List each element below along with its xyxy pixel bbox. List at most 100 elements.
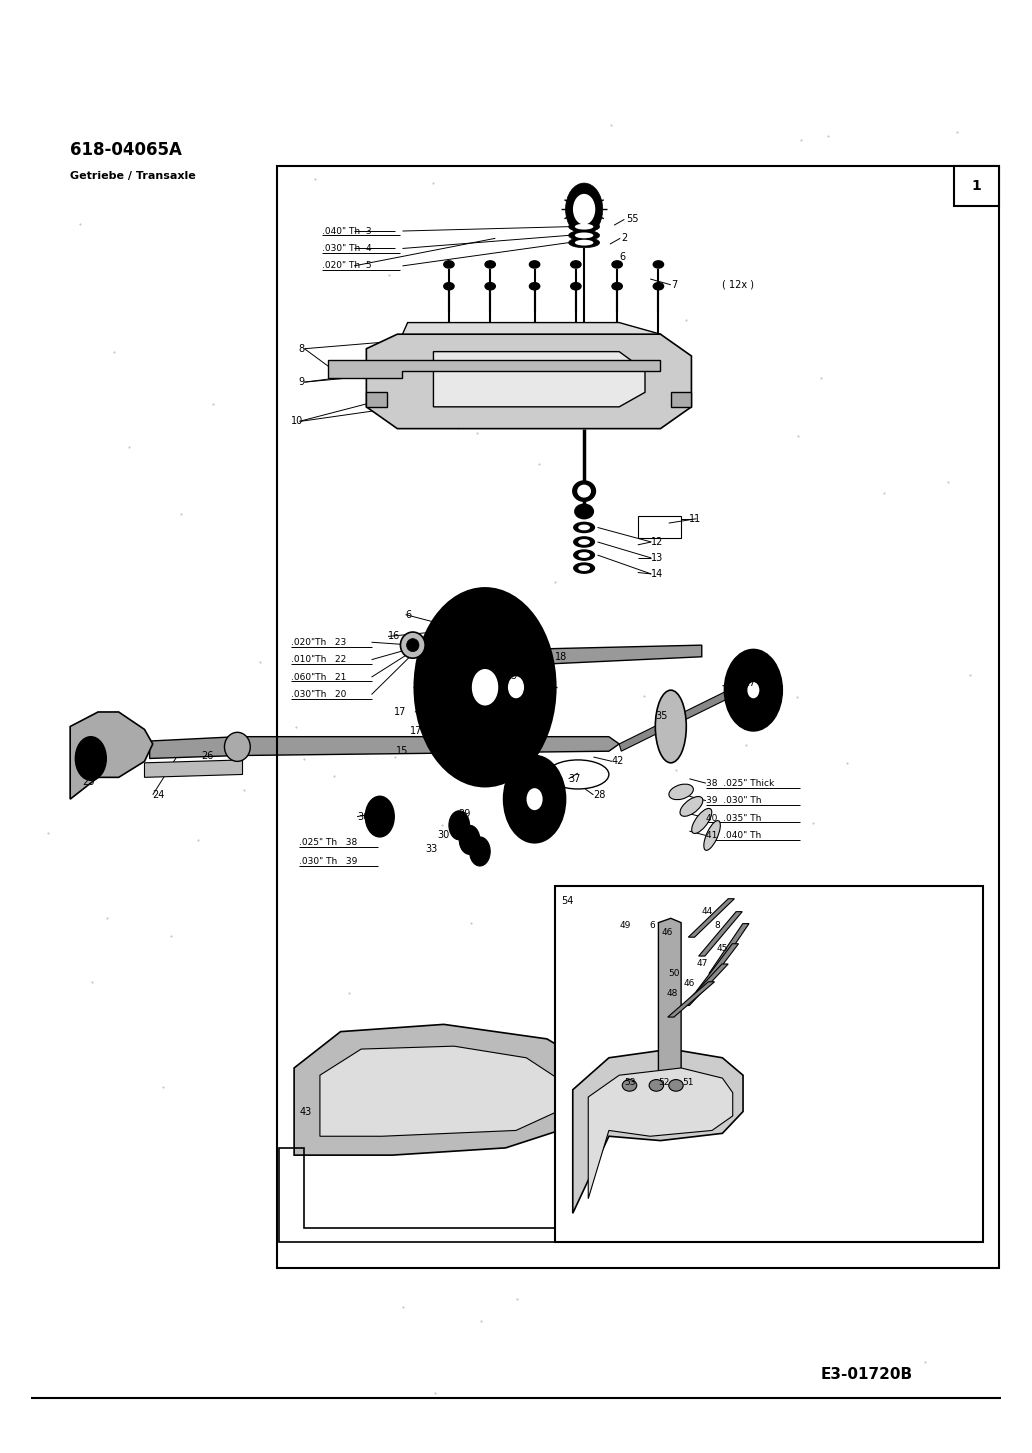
Text: 6: 6 [649,921,655,930]
Text: 15: 15 [396,747,409,756]
Ellipse shape [529,283,540,291]
Circle shape [374,808,386,825]
Polygon shape [588,1068,733,1199]
Polygon shape [619,683,745,751]
Ellipse shape [575,232,593,238]
Text: 6: 6 [619,253,625,262]
Text: .030" Th  4: .030" Th 4 [322,244,372,253]
Text: .060"Th   21: .060"Th 21 [291,673,347,681]
Text: 17: 17 [410,726,422,735]
Circle shape [574,195,594,224]
Text: 618-04065A: 618-04065A [70,141,182,158]
Ellipse shape [579,541,589,545]
Text: ( 12x ): ( 12x ) [722,280,754,289]
Text: 48: 48 [667,989,678,998]
Ellipse shape [407,639,419,651]
Text: 16: 16 [388,632,400,641]
Polygon shape [366,334,691,429]
Ellipse shape [680,796,703,817]
Circle shape [501,665,531,709]
Text: 53: 53 [624,1078,636,1087]
Circle shape [527,789,542,809]
Polygon shape [402,323,660,346]
Bar [555,886,983,1242]
Text: 52: 52 [658,1078,670,1087]
Text: 19: 19 [506,671,518,680]
Text: 39  .030" Th: 39 .030" Th [706,796,762,805]
Circle shape [428,607,542,767]
Text: .040" Th  3: .040" Th 3 [322,227,372,235]
Polygon shape [516,645,702,665]
Bar [277,166,999,1268]
Text: 2: 2 [621,234,627,243]
Polygon shape [671,392,691,407]
Text: 47: 47 [697,959,708,968]
Text: 1: 1 [971,179,981,193]
Text: 31: 31 [464,835,477,844]
Text: 30: 30 [438,831,450,840]
Text: 46: 46 [662,928,673,937]
Text: 32: 32 [473,851,485,860]
Ellipse shape [574,538,594,548]
Ellipse shape [575,504,593,519]
Text: .030" Th   39: .030" Th 39 [299,857,358,866]
Text: 33: 33 [425,844,438,853]
Polygon shape [697,944,739,991]
Polygon shape [433,352,645,407]
Ellipse shape [575,224,593,230]
Polygon shape [683,963,729,1005]
Circle shape [459,825,480,854]
Polygon shape [70,712,153,799]
Ellipse shape [225,732,251,761]
Ellipse shape [571,283,581,291]
Text: 38  .025" Thick: 38 .025" Thick [706,779,774,788]
Text: 49: 49 [619,921,631,930]
Text: 7: 7 [671,280,677,289]
Ellipse shape [578,485,590,497]
Polygon shape [709,924,749,974]
Text: 18: 18 [555,652,568,661]
Text: 37: 37 [569,774,581,783]
Circle shape [75,737,106,780]
Ellipse shape [485,283,495,291]
Text: 9: 9 [298,378,304,386]
Text: .010"Th   22: .010"Th 22 [291,655,347,664]
Ellipse shape [574,564,594,574]
Ellipse shape [669,1080,683,1091]
Text: 54: 54 [561,897,574,905]
Circle shape [566,183,603,235]
Ellipse shape [704,821,720,850]
Bar [954,166,999,206]
Text: 10: 10 [291,417,303,426]
Text: 8: 8 [714,921,720,930]
Circle shape [485,644,547,731]
Text: 41  .040" Th: 41 .040" Th [706,831,762,840]
Text: .020"Th   23: .020"Th 23 [291,638,347,647]
Polygon shape [144,760,243,777]
Circle shape [724,649,782,731]
Text: 43: 43 [299,1107,312,1116]
Text: 34: 34 [544,804,556,812]
Circle shape [504,756,566,843]
Ellipse shape [575,240,593,246]
Polygon shape [573,1049,743,1213]
Polygon shape [320,1046,557,1136]
Circle shape [518,776,551,822]
Text: .020" Th  5: .020" Th 5 [322,262,372,270]
Text: 36: 36 [357,812,369,821]
Ellipse shape [579,567,589,571]
Circle shape [509,677,523,697]
Ellipse shape [573,481,595,501]
Ellipse shape [622,1080,637,1091]
Polygon shape [658,918,681,1090]
Polygon shape [699,911,742,956]
Text: 27: 27 [743,679,755,687]
Circle shape [741,673,766,708]
Ellipse shape [691,808,712,834]
Ellipse shape [612,262,622,269]
Text: 14: 14 [651,570,664,578]
Ellipse shape [485,262,495,269]
Circle shape [748,683,759,697]
Text: 35: 35 [655,712,668,721]
Text: 29: 29 [458,809,471,818]
